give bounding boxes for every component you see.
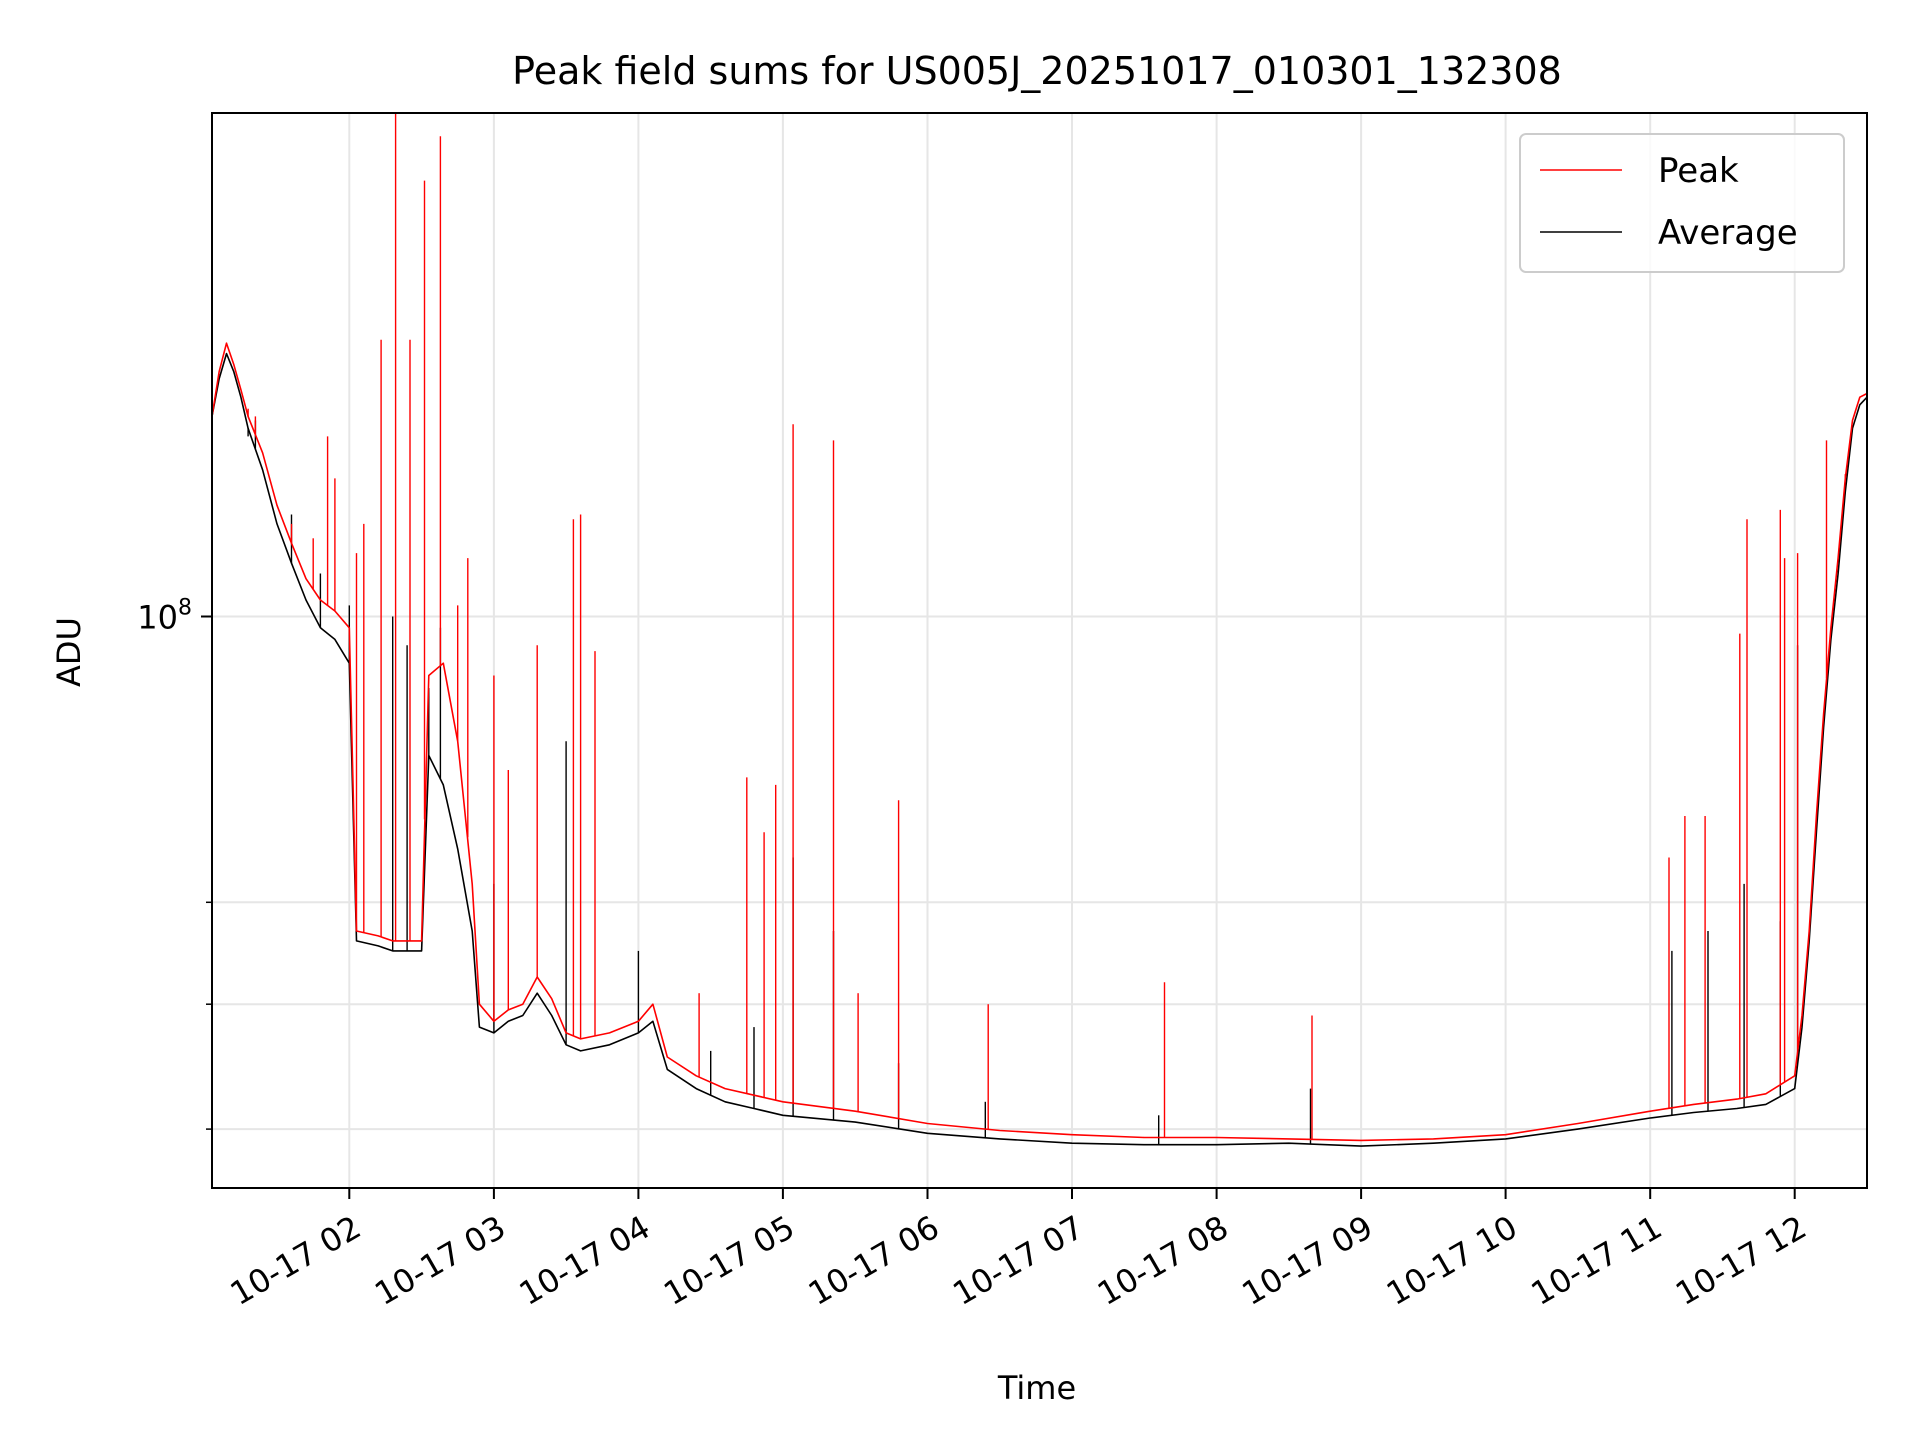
y-axis: 108	[137, 596, 212, 1130]
x-axis-label: Time	[997, 1369, 1076, 1407]
y-tick-label-exponent: 8	[178, 596, 192, 621]
legend-box	[1519, 133, 1845, 273]
legend-average-label: Average	[1658, 213, 1798, 253]
axes-frame	[211, 112, 1868, 1189]
y-axis-label: ADU	[50, 617, 88, 687]
chart-title: Peak field sums for US005J_20251017_0103…	[512, 49, 1562, 93]
legend-peak-label: Peak	[1658, 151, 1739, 191]
plot-lines	[211, 113, 1868, 1147]
legend: Peak Average	[1519, 133, 1845, 273]
y-tick-label: 108	[137, 596, 192, 637]
grid	[212, 113, 1867, 1188]
average-series-line	[211, 352, 1868, 1147]
y-tick-label-base: 10	[137, 599, 178, 637]
